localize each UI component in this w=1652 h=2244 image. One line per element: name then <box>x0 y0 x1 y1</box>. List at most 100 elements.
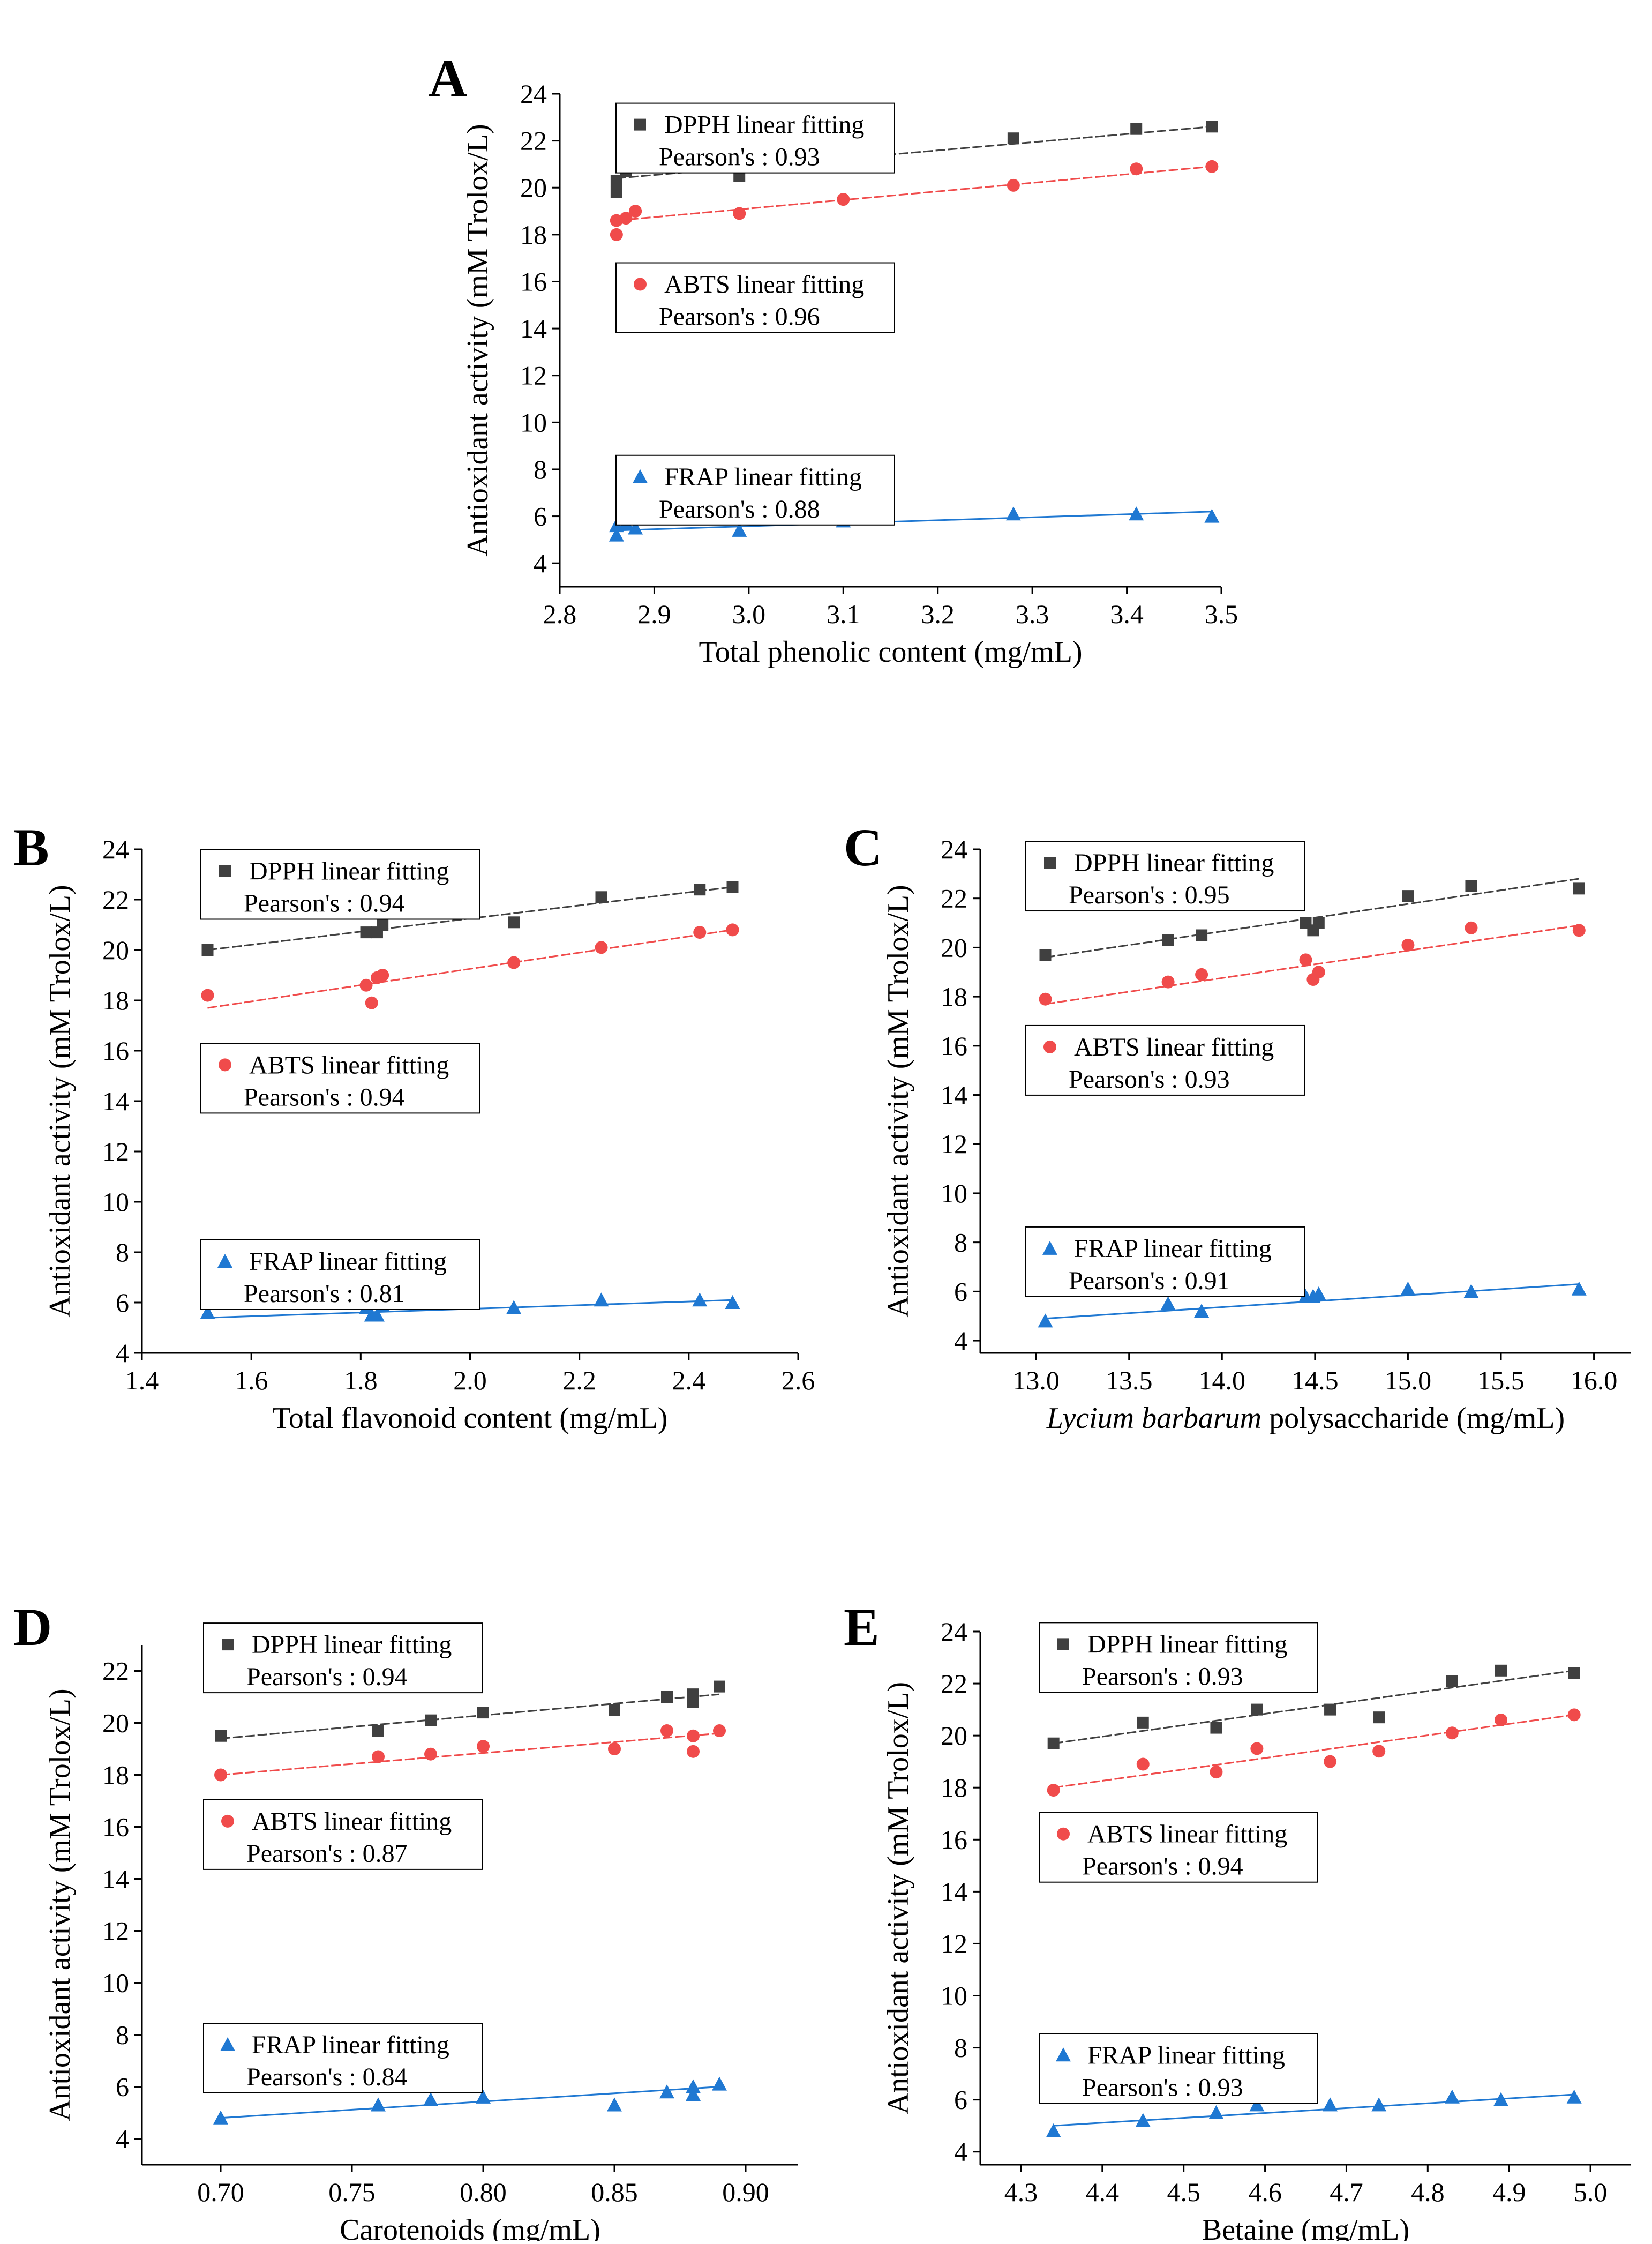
legend-box <box>203 1622 483 1694</box>
y-axis-title: Antioxidant activity (mM Trolox/L) <box>882 885 915 1317</box>
x-axis-title: Carotenoids (mg/mL) <box>340 2213 600 2241</box>
data-point <box>1571 1281 1587 1296</box>
data-point <box>372 1750 385 1763</box>
data-point <box>1039 992 1052 1006</box>
data-point <box>661 1691 673 1703</box>
x-axis-title: Total flavonoid content (mg/mL) <box>273 1402 668 1435</box>
data-point <box>1312 966 1325 979</box>
y-tick-label: 18 <box>941 982 967 1012</box>
x-tick-label: 2.2 <box>562 1365 596 1395</box>
data-point <box>508 916 520 929</box>
legend-dpph: DPPH linear fitting Pearson's : 0.94 <box>200 849 480 920</box>
data-point <box>424 1747 437 1761</box>
data-point <box>1568 1667 1580 1679</box>
data-point <box>1401 938 1415 952</box>
data-point <box>687 1745 700 1758</box>
data-point <box>1161 975 1175 989</box>
data-point <box>372 1725 384 1737</box>
y-tick-label: 16 <box>941 1824 967 1854</box>
legend-pearson: Pearson's : 0.94 <box>244 889 405 918</box>
y-tick-label: 18 <box>102 985 129 1015</box>
data-point <box>687 1729 700 1742</box>
series-abts <box>1039 921 1586 1006</box>
data-point <box>1162 934 1174 946</box>
data-point <box>659 2084 674 2099</box>
x-tick-label: 4.6 <box>1248 2177 1282 2207</box>
legend-series-name: ABTS linear fitting <box>252 1807 452 1836</box>
legend-box <box>1025 1226 1305 1297</box>
panel-b: B 1.4 1.6 1.8 2.0 2.2 2.4 2.6 4 6 8 10 12 14 16 18 20 22 2… <box>13 818 815 1435</box>
legend-series-name: DPPH linear fitting <box>252 1630 452 1659</box>
panel-label: A <box>429 49 467 108</box>
legend-series-name: ABTS linear fitting <box>664 271 864 299</box>
legend-series-name: ABTS linear fitting <box>1087 1820 1287 1849</box>
panel-label: C <box>844 818 882 877</box>
y-tick-label: 10 <box>102 1968 129 1998</box>
legend-box <box>615 454 895 526</box>
fit-line <box>220 1693 720 1740</box>
data-point <box>733 207 746 220</box>
x-axis-title: Betaine (mg/mL) <box>1202 2213 1409 2241</box>
legend-marker <box>1057 1827 1070 1841</box>
legend-series-name: FRAP linear fitting <box>1087 2041 1285 2069</box>
data-point <box>1465 880 1477 892</box>
panel-d: D 0.70 0.75 0.80 0.85 0.90 4 6 8 10 12 14 16 18 20 22 Ca… <box>13 1597 798 2244</box>
y-axis-title: Antioxidant activity (mM Trolox/L) <box>882 1682 915 2114</box>
x-tick-label: 3.1 <box>827 599 860 629</box>
panel-c: C 13.0 13.5 14.0 14.5 15.0 15.5 16.0 4 6 8 10 12 14 16… <box>844 818 1631 1435</box>
y-tick-label: 12 <box>102 1136 129 1166</box>
y-tick-label: 20 <box>941 1721 967 1751</box>
legend-dpph: DPPH linear fitting Pearson's : 0.95 <box>1025 841 1305 912</box>
y-tick-label: 14 <box>520 313 547 343</box>
y-tick-label: 18 <box>102 1760 129 1790</box>
x-tick-label: 0.75 <box>328 2177 376 2207</box>
data-point <box>1495 1714 1507 1727</box>
legend-box <box>1025 1024 1305 1096</box>
legend-dpph: DPPH linear fitting Pearson's : 0.93 <box>1039 1622 1318 1693</box>
data-point <box>693 926 707 939</box>
y-tick-label: 8 <box>954 1228 967 1258</box>
x-tick-label: 4.9 <box>1492 2177 1526 2207</box>
data-point <box>692 1292 708 1307</box>
series-abts <box>201 923 739 1009</box>
data-point <box>506 1300 522 1314</box>
legend-pearson: Pearson's : 0.95 <box>1069 881 1230 909</box>
legend-box <box>203 1799 483 1870</box>
x-tick-label: 4.4 <box>1086 2177 1120 2207</box>
data-point <box>215 1730 227 1742</box>
legend-marker <box>220 2037 235 2051</box>
x-axis-title: Lycium barbarum polysaccharide (mg/mL) <box>1046 1402 1565 1435</box>
series-frap <box>1038 1281 1587 1328</box>
fit-line <box>207 929 733 1009</box>
y-tick-label: 8 <box>116 2020 129 2050</box>
x-tick-label: 15.5 <box>1477 1365 1525 1395</box>
legend-marker <box>634 278 647 291</box>
data-point <box>213 2110 228 2125</box>
y-tick-label: 12 <box>941 1129 967 1159</box>
y-axis-title: Antioxidant activity (mM Trolox/L) <box>43 1688 77 2121</box>
data-point <box>360 926 372 939</box>
data-point <box>628 520 643 535</box>
data-point <box>1251 1703 1263 1716</box>
y-tick-label: 8 <box>534 454 547 484</box>
y-tick-label: 6 <box>954 2085 967 2115</box>
y-tick-label: 4 <box>116 1338 129 1368</box>
data-point <box>1372 1745 1386 1758</box>
y-tick-label: 24 <box>941 1617 967 1647</box>
legend-box <box>615 102 895 174</box>
y-tick-label: 10 <box>102 1187 129 1217</box>
data-point <box>1573 882 1585 895</box>
legend-pearson: Pearson's : 0.93 <box>1069 1065 1230 1094</box>
x-tick-label: 14.0 <box>1199 1365 1246 1395</box>
fit-line <box>220 2086 720 2119</box>
legend-pearson: Pearson's : 0.93 <box>1082 1662 1243 1691</box>
y-tick-label: 14 <box>102 1864 129 1894</box>
y-tick-label: 4 <box>534 548 547 578</box>
y-tick-label: 8 <box>116 1237 129 1267</box>
data-point <box>1205 160 1219 173</box>
data-point <box>594 1292 609 1307</box>
data-point <box>610 186 622 198</box>
y-tick-label: 12 <box>520 361 547 391</box>
data-point <box>376 969 389 982</box>
